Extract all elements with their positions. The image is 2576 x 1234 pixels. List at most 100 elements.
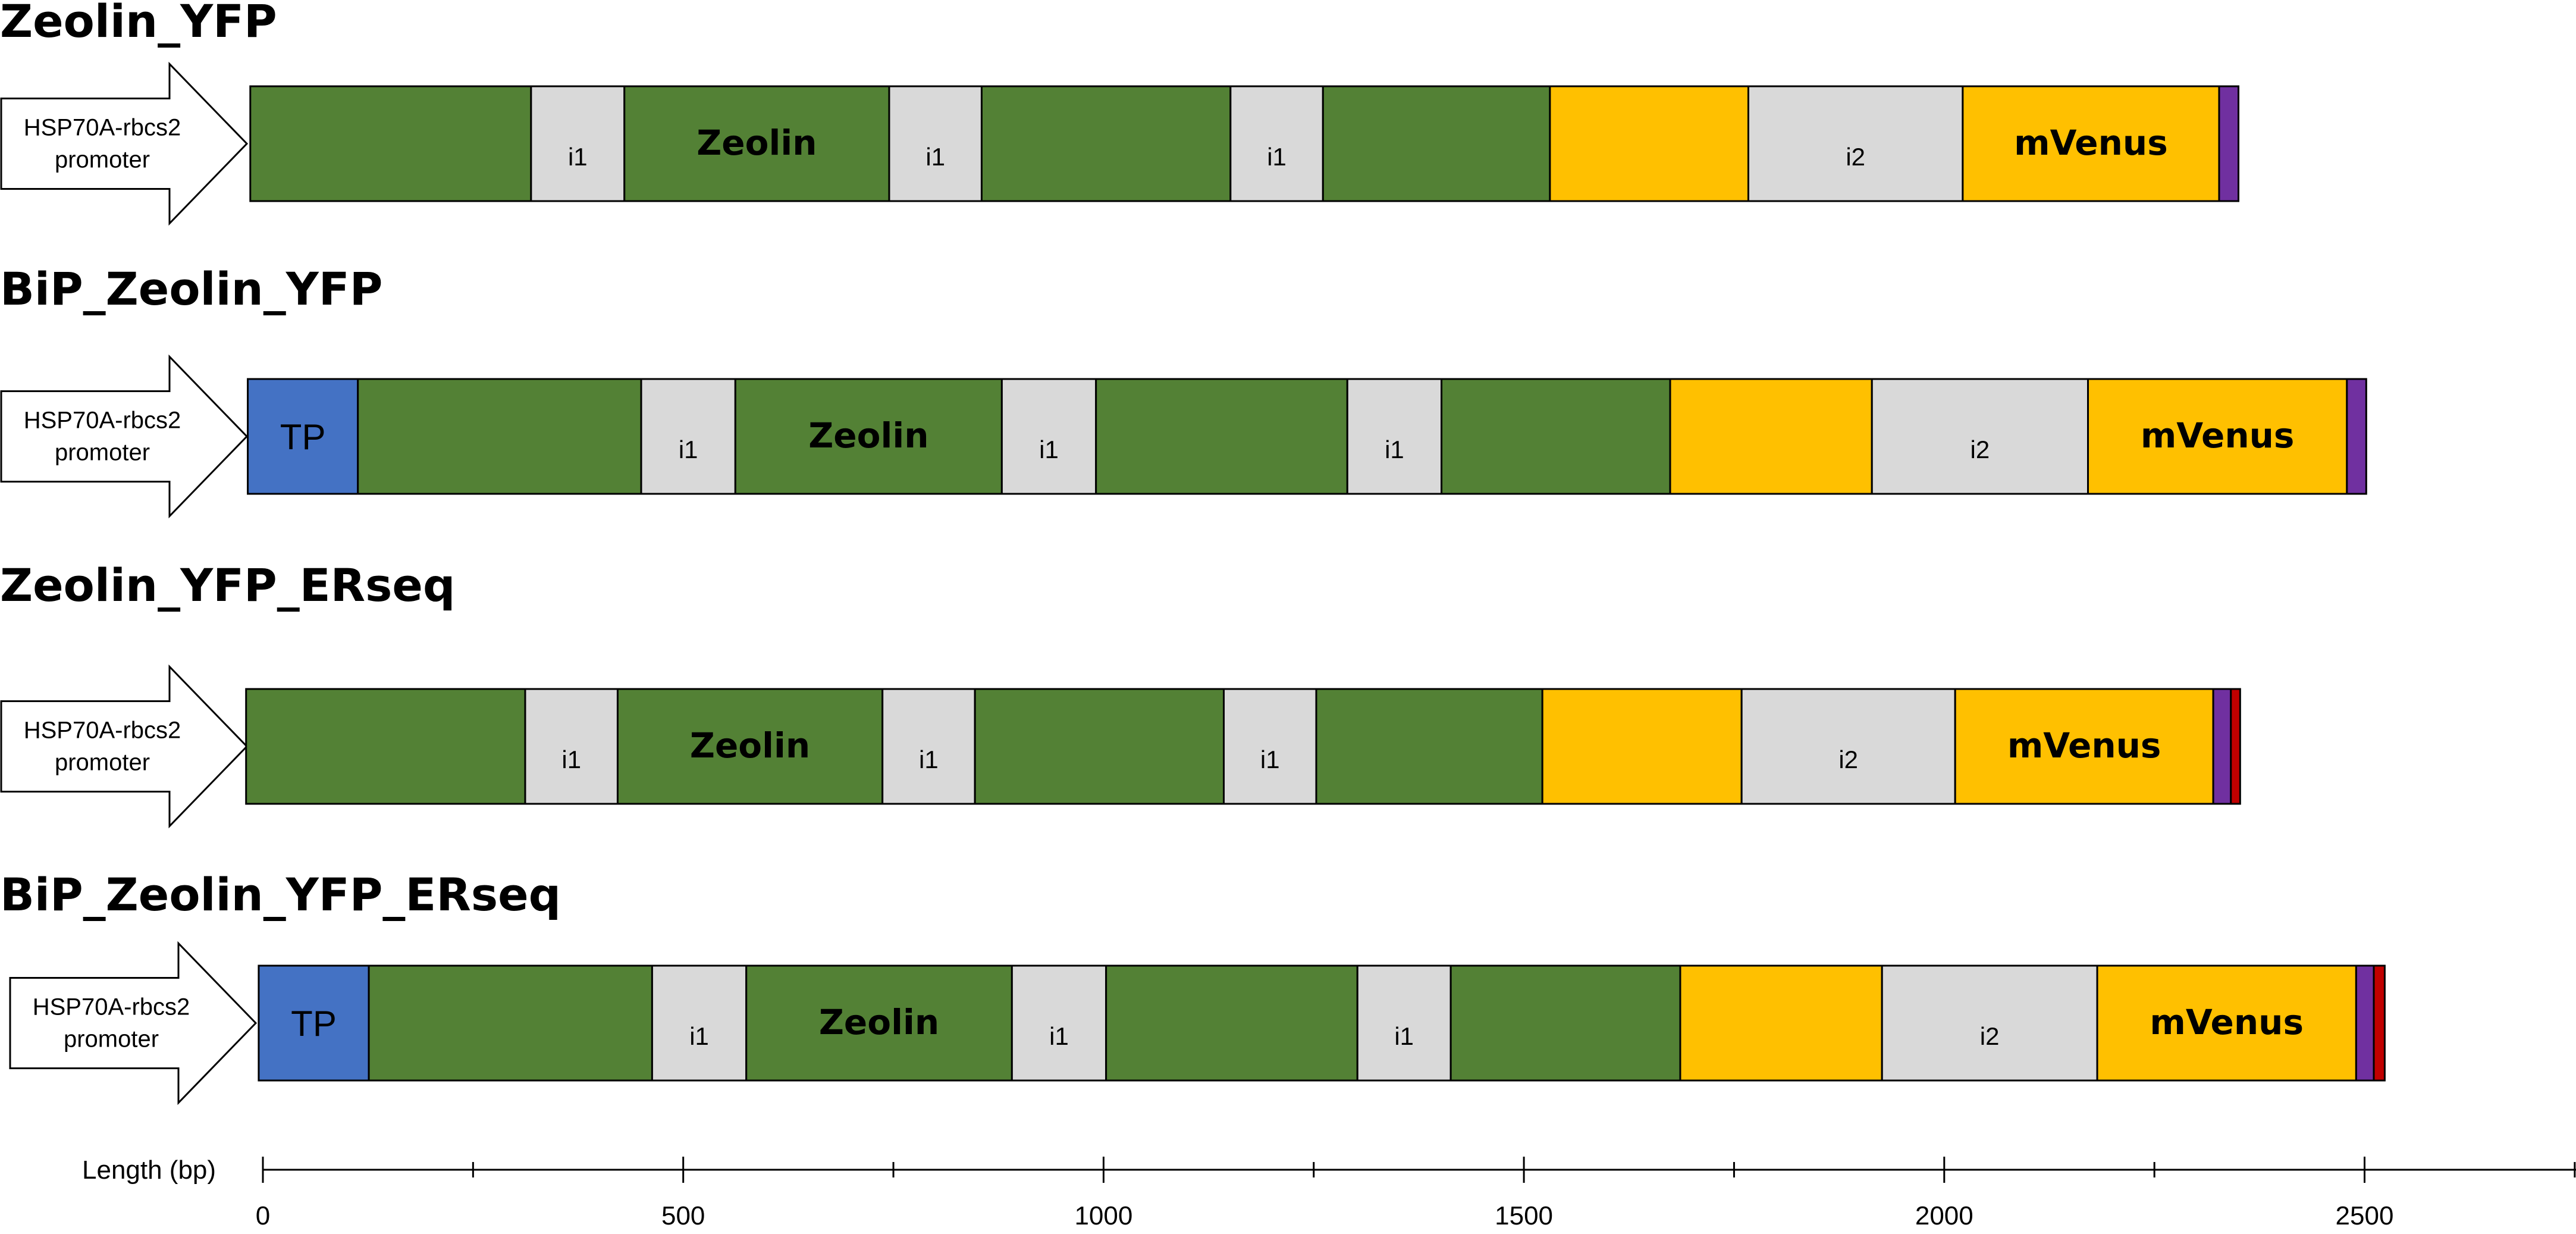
- segment-exon: Zeolin: [616, 688, 884, 805]
- segment-label: mVenus: [2150, 1002, 2304, 1042]
- axis-tick-label: 2500: [2336, 1201, 2394, 1230]
- segment-label: i1: [1267, 143, 1287, 171]
- segment-label: mVenus: [2141, 415, 2295, 456]
- segment-tag_red: [2230, 688, 2241, 805]
- segment-label: Zeolin: [690, 725, 810, 766]
- segment-intron: i2: [1881, 964, 2098, 1082]
- promoter-arrow: [0, 61, 249, 226]
- segment-box: [524, 688, 619, 805]
- segment-exon: [974, 688, 1225, 805]
- segment-box: [1740, 688, 1956, 805]
- segment-tag_purple: [2355, 964, 2375, 1082]
- segment-yfp: mVenus: [1954, 688, 2214, 805]
- segment-yfp: mVenus: [1962, 85, 2220, 202]
- segment-box: [1954, 688, 2214, 805]
- construct-title: Zeolin_YFP_ERseq: [0, 559, 455, 612]
- construct-2: BiP_Zeolin_YFP HSP70A-rbcs2 promoter TP i1 Ze…: [0, 262, 2367, 519]
- segment-box: [2212, 688, 2232, 805]
- segment-intron: i1: [1011, 964, 1107, 1082]
- segment-box: [2355, 964, 2375, 1082]
- constructs-layer: Zeolin_YFP HSP70A-rbcs2 promoter i1 Zeolin i1…: [0, 0, 2386, 1105]
- segment-exon: Zeolin: [745, 964, 1013, 1082]
- segment-box: [1881, 964, 2098, 1082]
- segment-label: i2: [1838, 746, 1858, 773]
- segment-box: [616, 688, 884, 805]
- segment-box: [623, 85, 890, 202]
- promoter-arrow: [9, 941, 258, 1105]
- segment-intron: i1: [530, 85, 626, 202]
- segment-label: i2: [1980, 1022, 2000, 1050]
- segment-intron: i2: [1747, 85, 1964, 202]
- segment-box: [2346, 378, 2367, 495]
- axis-tick-label: 500: [661, 1201, 705, 1230]
- segment-tp: TP: [258, 964, 370, 1082]
- promoter-label-line1: HSP70A-rbcs2: [24, 115, 181, 141]
- segment-label: i2: [1971, 436, 1990, 463]
- segment-exon: [357, 378, 642, 495]
- promoter-label-line2: promoter: [55, 147, 150, 173]
- segment-box: [1679, 964, 1883, 1082]
- segment-box: [2373, 964, 2386, 1082]
- segment-label: i1: [1260, 746, 1280, 773]
- segment-exon: [1449, 964, 1681, 1082]
- segment-box: [1322, 85, 1551, 202]
- segment-box: [1095, 378, 1348, 495]
- segment-label: mVenus: [2014, 123, 2168, 163]
- segment-intron: i1: [651, 964, 748, 1082]
- segment-box: [1105, 964, 1358, 1082]
- promoter-arrow: [0, 664, 249, 829]
- segment-box: [1549, 85, 1749, 202]
- promoter-label-line1: HSP70A-rbcs2: [33, 994, 190, 1020]
- segment-box: [1000, 378, 1097, 495]
- segment-box: [734, 378, 1003, 495]
- segment-exon: [1315, 688, 1543, 805]
- segment-exon: Zeolin: [623, 85, 890, 202]
- segment-intron: i1: [888, 85, 983, 202]
- segment-box: [357, 378, 642, 495]
- segment-tag_purple: [2218, 85, 2239, 202]
- segment-box: [1962, 85, 2220, 202]
- segment-box: [881, 688, 976, 805]
- segment-box: [1315, 688, 1543, 805]
- segment-exon: [980, 85, 1232, 202]
- segment-box: [247, 378, 359, 495]
- segment-tp: TP: [247, 378, 359, 495]
- segment-box: [1441, 378, 1671, 495]
- segment-box: [1449, 964, 1681, 1082]
- segment-intron: i1: [1356, 964, 1452, 1082]
- promoter-label-line2: promoter: [55, 750, 150, 776]
- segment-box: [2086, 378, 2348, 495]
- segment-label: i1: [919, 746, 939, 773]
- segment-label: TP: [280, 417, 326, 457]
- segment-tag_red: [2373, 964, 2386, 1082]
- segment-label: i1: [561, 746, 581, 773]
- segment-box: [245, 688, 526, 805]
- construct-3: Zeolin_YFP_ERseq HSP70A-rbcs2 promoter i1 Ze…: [0, 559, 2241, 829]
- segment-box: [1669, 378, 1873, 495]
- construct-title: Zeolin_YFP: [0, 0, 277, 48]
- segment-exon: Zeolin: [734, 378, 1003, 495]
- construct-title: BiP_Zeolin_YFP: [0, 262, 382, 315]
- promoter-label-line2: promoter: [55, 440, 150, 466]
- segment-label: i1: [679, 436, 698, 463]
- axis-tick-label: 1000: [1074, 1201, 1132, 1230]
- segment-box: [1011, 964, 1107, 1082]
- segment-label: i1: [689, 1022, 709, 1050]
- segment-label: i2: [1846, 143, 1865, 171]
- segment-box: [249, 85, 532, 202]
- segment-box: [1541, 688, 1743, 805]
- axis-tick-label: 0: [256, 1201, 270, 1230]
- axis-tick-label: 1500: [1495, 1201, 1553, 1230]
- axis-label: Length (bp): [82, 1155, 216, 1185]
- promoter-label-line1: HSP70A-rbcs2: [24, 718, 181, 744]
- segment-label: Zeolin: [696, 123, 817, 163]
- segment-box: [974, 688, 1225, 805]
- segment-label: i1: [1385, 436, 1404, 463]
- segment-label: Zeolin: [808, 415, 928, 456]
- segment-box: [888, 85, 983, 202]
- segment-box: [1223, 688, 1317, 805]
- construct-title: BiP_Zeolin_YFP_ERseq: [0, 868, 561, 921]
- segment-intron: i1: [524, 688, 619, 805]
- segment-exon: [245, 688, 526, 805]
